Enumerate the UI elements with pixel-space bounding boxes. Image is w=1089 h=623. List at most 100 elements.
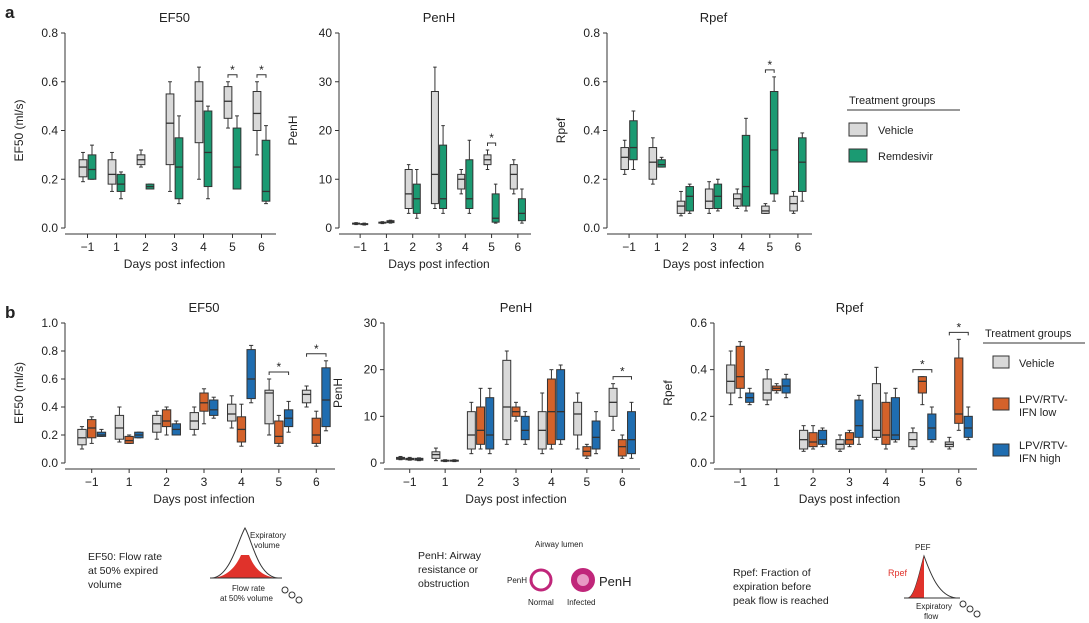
box-lpv_high [283,400,294,433]
box-vehicle [676,190,686,217]
x-tick-label: 2 [477,475,484,489]
y-axis-label: PenH [286,115,300,145]
box-iqr [817,429,828,445]
box-iqr [762,378,772,401]
box-lpv_high [591,411,601,455]
box-vehicle [761,203,770,214]
box-lpv_high [520,411,530,445]
box-lpv_low [199,388,209,425]
significance-bracket [912,369,933,373]
legend-b-label-line: LPV/RTV- [1019,440,1068,452]
y-tick-label: 10 [364,409,378,423]
significance-bracket [268,371,290,375]
y-tick-label: 0.8 [41,344,58,358]
box-vehicle [431,447,441,462]
x-tick-label: 1 [442,475,449,489]
box-vehicle [107,151,117,192]
x-tick-label: 2 [682,240,689,254]
box-remdesivir [465,139,474,214]
ef50-flow-icon-3 [295,596,303,604]
box-vehicle [944,436,954,450]
ef50-flow-icon-2 [288,591,296,599]
significance-star: * [489,131,494,145]
legend-a-swatch-remdesivir [848,148,868,163]
x-axis-label: Days post infection [124,257,225,271]
x-tick-label: 3 [846,475,853,489]
x-axis-label: Days post infection [799,492,900,506]
box-vehicle [227,395,237,429]
x-tick-label: 5 [229,240,236,254]
x-tick-label: −1 [403,475,417,489]
x-tick-label: 2 [810,475,817,489]
box-lpv_low [124,434,134,444]
box-iqr [87,419,97,439]
box-iqr [124,435,134,444]
box-iqr [620,147,629,170]
ef50-flow-icon-1 [281,586,289,594]
chart-title: PenH [500,300,533,315]
box-vehicle [252,81,262,156]
box-iqr [96,431,107,437]
x-tick-label: −1 [353,240,367,254]
x-tick-label: 1 [773,475,780,489]
box-iqr [404,169,413,209]
box-lpv_low [917,376,927,406]
box-lpv_high [96,428,107,437]
box-lpv_high [963,406,973,441]
y-tick-label: 0.6 [690,316,707,330]
note-ef50-line-3: volume [88,579,122,591]
significance-star: * [277,360,282,374]
rpef-pef-label: PEF [915,543,931,552]
box-lpv_low [511,401,521,422]
chart-a-ef50: EF50 0.0 0.2 0.4 0.6 0.8 −1 1 2 3 4 5 6 Days post inf… [12,10,276,271]
box-iqr [203,110,213,188]
chart-a-rpef: Rpef 0.0 0.2 0.4 0.6 0.8 −1 1 2 3 4 5 6 Days post inf… [554,10,812,271]
y-tick-label: 0.6 [41,75,58,89]
chart-a-penh: PenH 0 10 20 30 40 −1 1 2 3 4 5 6 Days post infection… [286,10,531,271]
box-iqr [116,173,126,192]
box-vehicle [77,426,87,450]
x-tick-label: 6 [795,240,802,254]
box-vehicle [194,66,204,180]
box-iqr [761,205,770,214]
y-tick-label: 0.6 [41,372,58,386]
box-iqr [114,414,125,440]
significance-star: * [920,358,925,372]
box-iqr [890,397,900,441]
box-iqr [509,164,518,190]
x-tick-label: 1 [113,240,120,254]
box-iqr [264,389,274,425]
box-iqr [954,357,964,424]
legend-b-swatch-lpv-low [992,397,1010,411]
note-rpef-line-3: peak flow is reached [733,595,829,607]
box-vehicle [396,455,405,461]
box-iqr [917,376,927,394]
box-vehicle [301,385,312,408]
box-lpv_high [556,364,566,445]
y-tick-label: 0 [370,456,377,470]
x-tick-label: 3 [201,475,208,489]
box-iqr [556,369,566,441]
legend-a-swatch-vehicle [848,122,868,137]
significance-bracket [486,142,497,146]
box-iqr [78,159,88,178]
box-remdesivir [145,183,155,190]
legend-a-label-vehicle: Vehicle [878,125,913,137]
x-tick-label: 6 [258,240,265,254]
y-tick-label: 0.4 [41,400,58,414]
box-vehicle [608,383,618,431]
significance-star: * [956,320,961,334]
box-remdesivir [360,222,369,226]
box-iqr [476,406,486,445]
box-iqr [733,193,742,207]
penh-right-label: PenH [599,574,632,589]
chart-title: EF50 [188,300,219,315]
x-tick-label: 5 [488,240,495,254]
box-vehicle [378,221,387,225]
y-tick-label: 0.6 [583,75,600,89]
box-lpv_low [546,369,556,450]
x-tick-label: 4 [238,475,245,489]
rpef-bottom-label-2: flow [924,612,938,621]
x-tick-label: 2 [142,240,149,254]
